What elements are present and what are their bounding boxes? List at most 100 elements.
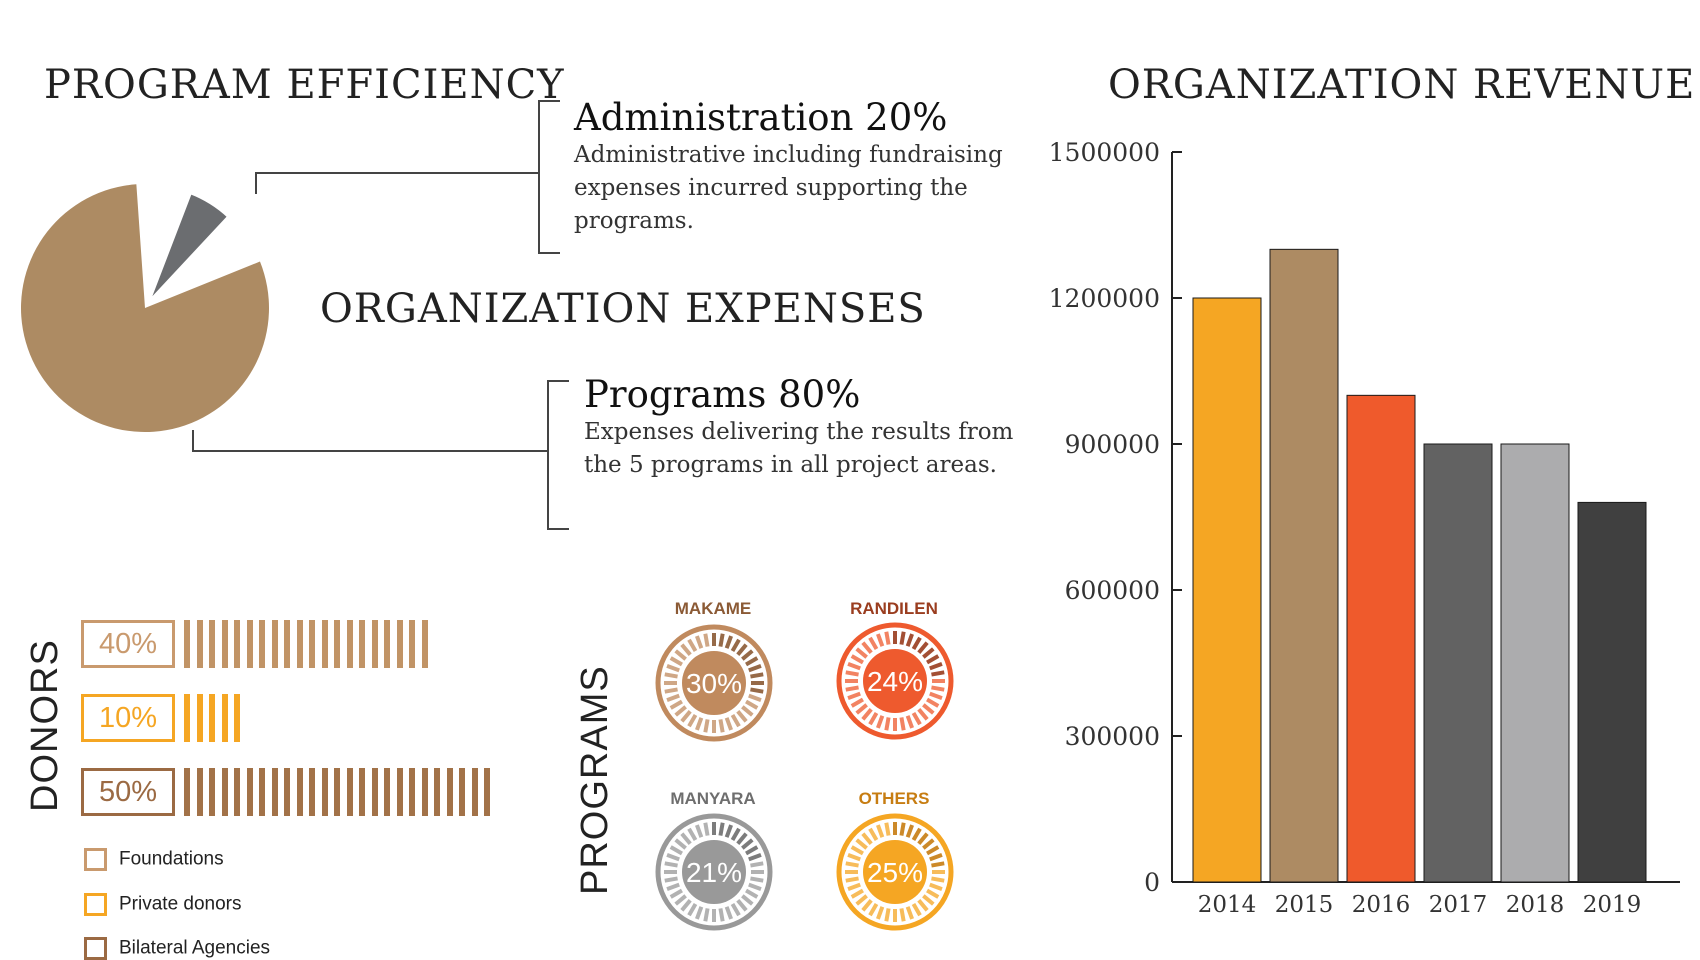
donor-stripe	[421, 768, 428, 816]
dial-tick	[741, 705, 754, 717]
donor-stripe	[346, 620, 353, 668]
dial-tick	[845, 876, 859, 883]
dial-tick	[680, 899, 692, 912]
dial-center	[863, 840, 927, 904]
dial-tick	[718, 822, 725, 836]
dial-tick	[855, 647, 868, 659]
dial-tick	[674, 838, 687, 850]
x-tick-label: 2015	[1275, 892, 1334, 918]
donor-stripe	[371, 620, 378, 668]
dial-tick	[736, 643, 748, 656]
donor-stripe	[334, 768, 340, 816]
dial-tick	[674, 649, 687, 661]
dial-tick	[730, 903, 741, 917]
dial-tick	[845, 685, 859, 692]
donors-label: DONORS	[24, 639, 66, 812]
dial-tick	[847, 882, 861, 891]
dial-tick	[748, 882, 762, 891]
dial-tick	[926, 888, 940, 899]
dial-tick	[911, 636, 922, 650]
bar-2014	[1192, 297, 1262, 883]
donor-stripe	[346, 768, 353, 816]
dial-tick	[868, 636, 879, 650]
dial-tick	[905, 715, 914, 729]
dial-tick	[703, 633, 710, 647]
bar-2015	[1269, 248, 1339, 883]
donor-stripe	[371, 768, 378, 816]
dial-percent-text: 21%	[686, 857, 742, 888]
dial-tick	[850, 845, 864, 856]
dial-tick	[899, 631, 906, 645]
dial-tick	[748, 664, 762, 673]
dial-percent-text: 24%	[867, 666, 923, 697]
donor-stripe	[271, 620, 278, 668]
dial-center	[682, 840, 746, 904]
dial-tick	[674, 705, 687, 717]
bar-2019	[1577, 501, 1647, 883]
dial-tick	[917, 708, 929, 721]
dial-tick	[745, 656, 759, 667]
x-tick-label: 2019	[1583, 892, 1642, 918]
dial-tick	[861, 899, 873, 912]
dial-tick	[724, 906, 733, 920]
donor-stripe	[246, 768, 253, 816]
dial-outer-ring	[836, 622, 954, 740]
dial-tick	[905, 824, 914, 838]
dial-tick	[748, 853, 762, 862]
dial-tick	[703, 822, 710, 836]
dial-tick	[926, 654, 940, 665]
legend-private-swatch	[84, 893, 107, 916]
dial-tick	[687, 827, 698, 841]
donor-stripe	[309, 768, 315, 816]
dial-tick	[666, 882, 680, 891]
dial-tick	[868, 903, 879, 917]
dial-tick	[703, 908, 710, 922]
x-tick-label: 2017	[1429, 892, 1488, 918]
donor-stripe	[271, 768, 278, 816]
dial-tick	[876, 715, 885, 729]
dial-tick	[931, 685, 945, 692]
dial-tick	[922, 838, 935, 850]
y-tick-label: 600000	[1065, 576, 1160, 605]
bar-2017	[1423, 443, 1493, 883]
program-others-label: OTHERS	[858, 789, 930, 808]
dial-tick	[674, 894, 687, 906]
donor-stripe	[359, 620, 365, 668]
efficiency-pie-chart	[20, 184, 269, 432]
dial-tick	[899, 717, 906, 731]
dial-tick	[695, 717, 704, 731]
dial-tick	[664, 861, 678, 868]
dial-tick	[718, 719, 725, 733]
dial-tick	[687, 903, 698, 917]
dial-tick	[669, 656, 683, 667]
dial-tick	[736, 710, 748, 723]
donor-stripe	[221, 694, 228, 742]
donor-stripe	[184, 694, 190, 742]
donor-stripe	[259, 768, 265, 816]
dial-tick	[695, 824, 704, 838]
dial-tick	[876, 824, 885, 838]
donor-percent-bilateral: 50%	[81, 768, 175, 816]
program-manyara-label: MANYARA	[670, 789, 756, 808]
x-tick-label: 2016	[1352, 892, 1411, 918]
dial-tick	[724, 717, 733, 731]
legend-bilateral: Bilateral Agencies	[84, 937, 270, 960]
dial-tick	[669, 699, 683, 710]
y-tick-label: 300000	[1065, 722, 1160, 751]
donor-stripe	[409, 620, 415, 668]
dial-tick	[730, 714, 741, 728]
dial-tick	[664, 687, 678, 694]
donor-stripe	[296, 620, 303, 668]
dial-tick	[741, 838, 754, 850]
dial-tick	[741, 894, 754, 906]
donor-stripe	[459, 768, 465, 816]
dial-tick	[922, 703, 935, 715]
donor-stripe	[384, 620, 390, 668]
legend-foundations: Foundations	[84, 848, 224, 871]
donor-stripe	[234, 620, 240, 668]
dial-tick	[931, 861, 945, 868]
dial-percent-text: 30%	[686, 668, 742, 699]
y-tick-label: 900000	[1065, 430, 1160, 459]
dial-tick	[922, 647, 935, 659]
dial-center	[863, 649, 927, 713]
